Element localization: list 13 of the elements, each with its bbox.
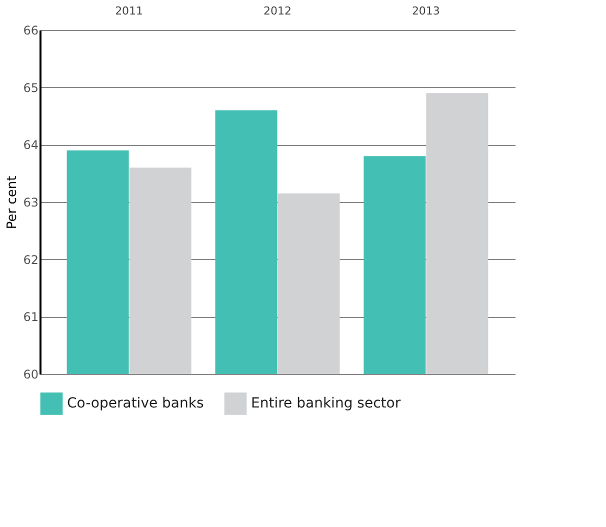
y-tick-label: 63 [23,196,38,210]
y-tick-label: 60 [23,368,38,382]
x-tick-label: 2012 [264,4,292,18]
y-tick-label: 62 [23,252,38,267]
x-tick-label: 2013 [412,4,440,18]
legend-label: Co-operative banks [67,396,204,412]
y-axis-title: Per cent [5,176,20,230]
legend-label: Entire banking sector [251,396,401,412]
y-tick-label: 64 [23,138,38,152]
y-tick-label: 61 [23,310,38,324]
x-tick-label: 2011 [115,4,144,18]
y-tick-label: 66 [23,24,38,38]
y-tick-label: 65 [23,80,38,95]
